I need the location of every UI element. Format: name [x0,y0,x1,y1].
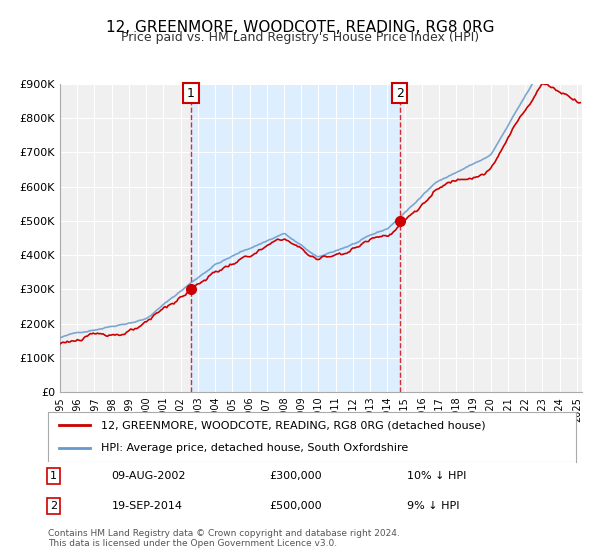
Text: 2: 2 [396,87,404,100]
Text: £500,000: £500,000 [270,501,322,511]
Text: This data is licensed under the Open Government Licence v3.0.: This data is licensed under the Open Gov… [48,539,337,548]
Text: 19-SEP-2014: 19-SEP-2014 [112,501,182,511]
Text: 1: 1 [187,87,195,100]
Bar [191,84,400,392]
Text: Contains HM Land Registry data © Crown copyright and database right 2024.: Contains HM Land Registry data © Crown c… [48,529,400,538]
Text: Price paid vs. HM Land Registry's House Price Index (HPI): Price paid vs. HM Land Registry's House … [121,31,479,44]
Text: £300,000: £300,000 [270,471,322,481]
Text: 9% ↓ HPI: 9% ↓ HPI [407,501,460,511]
Text: 2: 2 [50,501,57,511]
Text: HPI: Average price, detached house, South Oxfordshire: HPI: Average price, detached house, Sout… [101,444,408,454]
Text: 09-AUG-2002: 09-AUG-2002 [112,471,186,481]
Text: 1: 1 [50,471,57,481]
Text: 10% ↓ HPI: 10% ↓ HPI [407,471,466,481]
Text: 12, GREENMORE, WOODCOTE, READING, RG8 0RG: 12, GREENMORE, WOODCOTE, READING, RG8 0R… [106,20,494,35]
Text: 12, GREENMORE, WOODCOTE, READING, RG8 0RG (detached house): 12, GREENMORE, WOODCOTE, READING, RG8 0R… [101,421,485,431]
